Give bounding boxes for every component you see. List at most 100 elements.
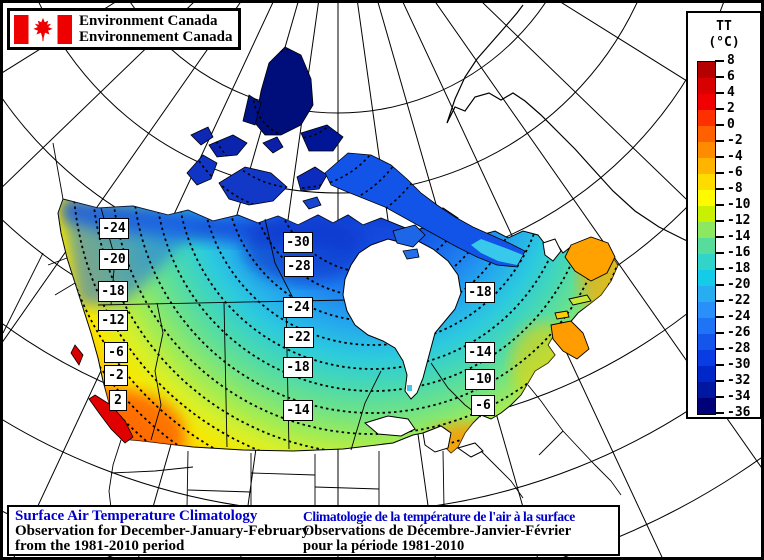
devon-island [300,124,344,152]
contour-label-west-2: -2 [104,365,128,386]
legend-tick-label: -32 [714,373,750,389]
james-bay-cool-spot [407,385,412,391]
lake-superior [363,415,416,437]
logo-title-en: Environment Canada [79,13,218,29]
contour-label-central-24: -24 [283,297,313,318]
ungava-bay [542,238,562,262]
legend-color-segment [698,206,715,222]
caption-title-en: Surface Air Temperature Climatology [15,508,258,524]
contour-label-west-18: -18 [98,281,128,302]
contour-label-west-20: -20 [99,249,129,270]
legend-color-segment [698,174,715,190]
legend-tick-label: -6 [715,165,743,181]
contour-label-west-24: -24 [99,218,129,239]
legend-title: TT [716,19,732,34]
legend-tick-label: 0 [715,117,735,133]
bathurst-island [262,136,284,154]
legend-tick-label: -10 [714,197,750,213]
legend-color-segment [698,254,715,270]
ellesmere-island [254,46,314,136]
southampton-island [392,224,426,248]
legend-colorbar [697,61,716,415]
contour-label-west-12: -12 [98,310,128,331]
legend-tick-label: -2 [715,133,743,149]
legend-color-segment [698,142,715,158]
legend-tick-label: 2 [715,101,735,117]
legend-color-segment [698,62,715,78]
legend-color-segment [698,222,715,238]
legend-tick-label: -28 [714,341,750,357]
banks-island [186,154,218,186]
anticosti-island [568,294,592,306]
temperature-legend: TT (°C) 8 6 4 2 [686,11,761,420]
legend-tick-label: -4 [715,149,743,165]
caption-english: Surface Air Temperature Climatology Obse… [15,509,309,554]
greenland-coastline [446,4,761,258]
legend-color-segment [698,286,715,302]
contour-label-central-22: -22 [284,327,314,348]
caption-line2-en: from the 1981-2010 period [15,538,185,554]
contour-label-west-6: -6 [104,342,128,363]
legend-color-segment [698,78,715,94]
legend-tick-label: -30 [714,357,750,373]
baffin-southeast-mild-tip [471,239,523,265]
legend-tick-label: -24 [714,309,750,325]
legend-color-segment [698,334,715,350]
contour-label-east-14: -14 [465,342,495,363]
melville-island [208,134,248,158]
king-william-island [302,196,322,210]
legend-color-segment [698,238,715,254]
newfoundland-island [564,236,616,282]
axel-heiberg-island [242,94,262,126]
contour-label-central-18: -18 [283,357,313,378]
logo-title-fr: Environnement Canada [79,29,233,45]
contour-label-central-14: -14 [283,400,313,421]
legend-color-segment [698,382,715,398]
legend-color-segment [698,158,715,174]
arctic-islands [186,46,526,268]
legend-tick-label: -16 [714,245,750,261]
contour-label-east-6: -6 [471,395,495,416]
hudson-bay [342,238,462,400]
legend-tick-label: -12 [714,213,750,229]
legend-units: (°C) [708,35,740,50]
canada-flag-icon [14,14,72,44]
legend-tick-label: -26 [714,325,750,341]
legend-tick-label: -22 [714,293,750,309]
legend-color-segment [698,94,715,110]
prince-edward-island [554,310,570,320]
lake-ontario-erie [456,442,484,458]
caption-line1-fr: Observations de Décembre-Janvier-Février [303,523,572,539]
contour-label-east-10: -10 [465,369,495,390]
contour-label-central-28: -28 [284,256,314,277]
baffin-island [324,152,526,268]
legend-tick-label: -20 [714,277,750,293]
legend-color-segment [698,366,715,382]
caption-line2-fr: pour la période 1981-2010 [303,538,465,554]
legend-tick-label: -34 [714,389,750,405]
contour-label-east-18: -18 [465,282,495,303]
caption-line1-en: Observation for December-January-Februar… [15,523,310,539]
coats-island [402,248,420,260]
nova-scotia [550,320,590,360]
legend-color-segment [698,126,715,142]
prince-patrick-island [190,126,214,146]
legend-color-segment [698,270,715,286]
legend-color-segment [698,110,715,126]
us-state-outlines [3,142,622,509]
legend-color-segment [698,302,715,318]
lake-huron [422,425,452,453]
map-caption-box: Surface Air Temperature Climatology Obse… [7,505,620,556]
environment-canada-logo: Environment Canada Environnement Canada [7,8,241,50]
legend-tick-label: 4 [715,85,735,101]
legend-color-segment [698,318,715,334]
legend-tick-label: -18 [714,261,750,277]
legend-tick-label: 6 [715,69,735,85]
contour-label-central-30: -30 [283,232,313,253]
legend-tick-label: -14 [714,229,750,245]
legend-color-segment [698,350,715,366]
legend-color-segment [698,398,715,414]
atlantic-region [550,236,616,360]
contour-label-west-plus2: 2 [109,390,127,411]
